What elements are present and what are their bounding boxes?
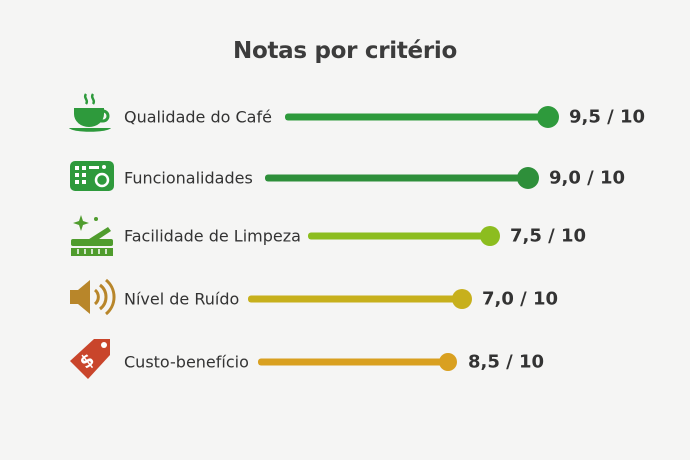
score-label: 9,0 / 10 bbox=[549, 167, 626, 189]
score-label: 8,5 / 10 bbox=[468, 351, 545, 373]
criterion-label: Funcionalidades bbox=[124, 168, 253, 188]
score-marker bbox=[452, 289, 472, 309]
criterion-label: Qualidade do Café bbox=[124, 107, 272, 127]
chart-title: Notas por critério bbox=[233, 38, 457, 64]
score-label: 9,5 / 10 bbox=[569, 106, 646, 128]
score-marker bbox=[480, 226, 500, 246]
score-bar bbox=[265, 174, 528, 182]
criterion-label: Nível de Ruído bbox=[124, 289, 240, 309]
price-tag-icon: $ bbox=[66, 335, 116, 385]
coffee-cup-icon bbox=[66, 90, 116, 140]
score-bar bbox=[248, 295, 462, 303]
score-bar bbox=[285, 113, 548, 121]
criterion-label: Facilidade de Limpeza bbox=[124, 226, 301, 246]
score-label: 7,5 / 10 bbox=[510, 225, 587, 247]
speaker-icon bbox=[66, 272, 116, 322]
score-label: 7,0 / 10 bbox=[482, 288, 559, 310]
score-bar bbox=[258, 358, 448, 366]
control-panel-icon bbox=[66, 151, 116, 201]
criterion-label: Custo-benefício bbox=[124, 352, 249, 372]
score-marker bbox=[439, 353, 457, 371]
cleaning-brush-icon bbox=[66, 209, 116, 259]
score-marker bbox=[517, 167, 539, 189]
score-marker bbox=[537, 106, 559, 128]
score-bar bbox=[308, 232, 490, 240]
